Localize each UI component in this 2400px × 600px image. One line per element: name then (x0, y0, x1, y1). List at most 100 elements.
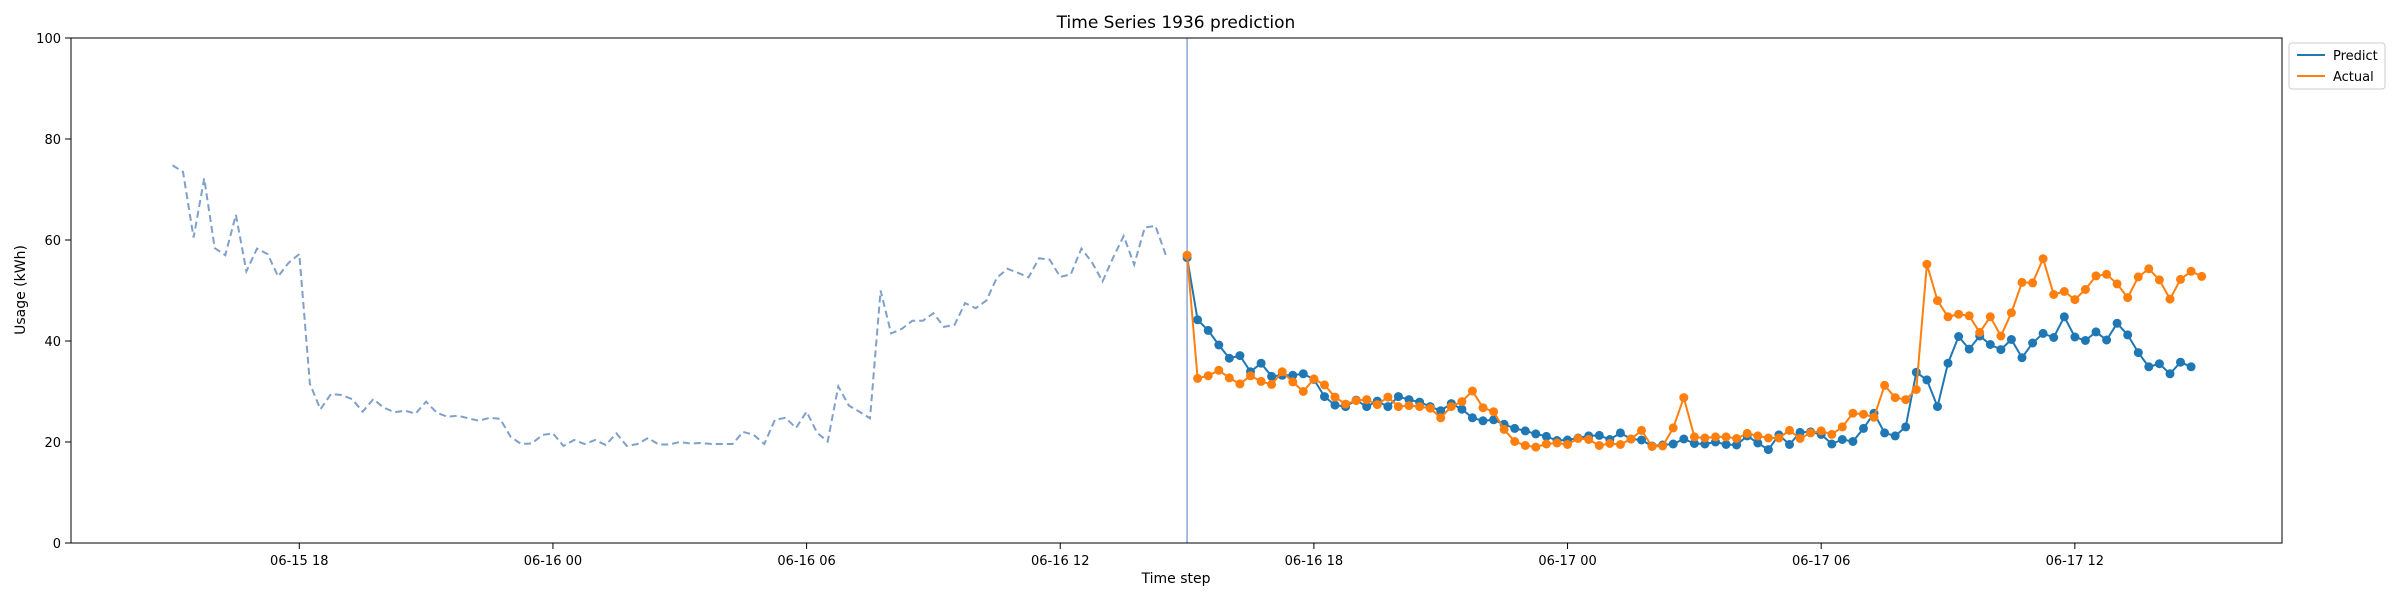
actual-point (1975, 327, 1985, 337)
actual-point (1457, 397, 1467, 407)
predict-point (1298, 369, 1308, 379)
predict-point (1848, 437, 1858, 446)
x-tick-label: 06-15 18 (270, 554, 328, 569)
actual-point (1267, 379, 1277, 389)
actual-point (2091, 271, 2101, 281)
x-tick-label: 06-17 12 (2046, 554, 2104, 569)
actual-point (1446, 402, 1456, 412)
predict-point (2091, 327, 2101, 337)
actual-point (1637, 425, 1646, 435)
y-axis-label: Usage (kWh) (13, 245, 29, 335)
predict-point (2102, 335, 2112, 345)
actual-series-line (1186, 255, 2203, 449)
actual-point (1785, 425, 1794, 435)
actual-point (2123, 293, 2133, 303)
actual-point (1901, 395, 1911, 405)
actual-point (1510, 437, 1520, 446)
actual-point (2133, 272, 2143, 282)
actual-point (1763, 433, 1773, 443)
actual-point (1711, 432, 1720, 442)
predict-point (1827, 439, 1837, 449)
x-tick-label: 06-16 00 (524, 554, 582, 569)
actual-point (1478, 403, 1488, 413)
actual-point (1552, 438, 1562, 448)
actual-point (1679, 393, 1689, 403)
actual-point (2165, 294, 2175, 304)
predict-point (1320, 392, 1329, 402)
y-tick-label: 60 (44, 234, 61, 249)
actual-point (2038, 254, 2048, 264)
actual-point (1837, 422, 1847, 432)
actual-point (1742, 428, 1752, 438)
predict-point (2006, 335, 2016, 344)
actual-point (1203, 371, 1213, 381)
predict-point (1763, 445, 1773, 455)
actual-point (2144, 264, 2154, 274)
actual-point (1689, 432, 1699, 442)
actual-point (1721, 432, 1731, 442)
predict-point (1330, 400, 1340, 410)
predict-point (2123, 330, 2133, 340)
actual-point (1647, 442, 1657, 451)
predict-point (1901, 422, 1911, 432)
predict-point (1996, 345, 2006, 355)
actual-point (2017, 277, 2027, 287)
actual-point (1626, 434, 1636, 444)
predict-point (1520, 426, 1530, 436)
actual-point (1520, 441, 1530, 450)
predict-point (1943, 358, 1953, 368)
predict-point (1679, 434, 1689, 444)
predict-point (2028, 338, 2038, 348)
actual-point (2028, 278, 2038, 288)
predict-point (2059, 312, 2069, 322)
actual-point (1425, 403, 1435, 413)
predict-point (1954, 332, 1964, 341)
x-tick-label: 06-16 12 (1031, 554, 1089, 569)
predict-point (1393, 392, 1403, 402)
predict-point (2144, 362, 2154, 372)
actual-point (1330, 392, 1340, 402)
predict-point (1859, 423, 1868, 433)
legend: Predict Actual (2288, 42, 2386, 90)
predict-point (1880, 428, 1890, 438)
predict-point (1235, 351, 1245, 361)
y-tick-label: 40 (44, 335, 61, 350)
actual-point (1584, 435, 1594, 444)
x-axis-ticks: 06-15 18 06-16 00 06-16 06 06-16 12 06-16 18… (270, 543, 2104, 569)
predict-point (2176, 357, 2185, 367)
actual-point (1573, 434, 1583, 443)
predict-point (1964, 344, 1974, 354)
predict-point (1224, 353, 1234, 363)
predict-point (1933, 402, 1942, 412)
predict-point (1467, 413, 1477, 423)
actual-point (1795, 434, 1805, 443)
actual-point (1943, 312, 1953, 322)
actual-point (1309, 374, 1319, 384)
actual-point (2186, 266, 2196, 276)
predict-point (2154, 359, 2164, 369)
actual-point (1467, 386, 1477, 396)
actual-point (1964, 311, 1974, 321)
actual-point (1193, 373, 1203, 383)
actual-point (1415, 402, 1425, 412)
actual-point (1383, 392, 1393, 402)
predict-point (1436, 406, 1446, 416)
actual-point (1393, 402, 1403, 412)
actual-point (1351, 396, 1361, 406)
actual-point (2176, 274, 2185, 284)
actual-point (1499, 424, 1509, 434)
actual-point (1372, 400, 1382, 410)
actual-point (1563, 440, 1572, 449)
actual-point (1235, 379, 1245, 389)
actual-point (1404, 401, 1414, 411)
predict-point (1837, 435, 1847, 444)
predict-point (1531, 429, 1541, 439)
actual-point (1320, 380, 1329, 390)
actual-point (1541, 439, 1551, 449)
actual-point (2059, 287, 2069, 296)
predict-point (1753, 438, 1763, 448)
actual-point (1288, 377, 1298, 387)
predict-point (1689, 439, 1699, 448)
